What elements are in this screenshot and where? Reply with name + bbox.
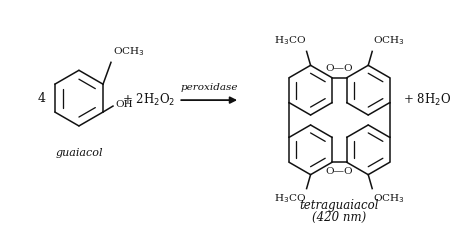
Text: OCH$_3$: OCH$_3$	[373, 193, 405, 205]
Text: + 8H$_2$O: + 8H$_2$O	[403, 92, 451, 108]
Text: H$_3$CO: H$_3$CO	[273, 193, 306, 205]
Text: + 2H$_2$O$_2$: + 2H$_2$O$_2$	[122, 92, 175, 108]
Text: tetraguaiacol: tetraguaiacol	[300, 198, 379, 212]
Text: O—O: O—O	[326, 64, 353, 73]
Text: OCH$_3$: OCH$_3$	[373, 35, 405, 47]
Text: OH: OH	[115, 99, 133, 109]
Text: (420 nm): (420 nm)	[312, 210, 366, 223]
Text: peroxidase: peroxidase	[181, 83, 238, 92]
Text: guaiacol: guaiacol	[55, 148, 103, 158]
Text: H$_3$CO: H$_3$CO	[273, 35, 306, 47]
Text: 4: 4	[37, 92, 45, 105]
Text: OCH$_3$: OCH$_3$	[113, 45, 145, 58]
Text: O—O: O—O	[326, 167, 353, 176]
